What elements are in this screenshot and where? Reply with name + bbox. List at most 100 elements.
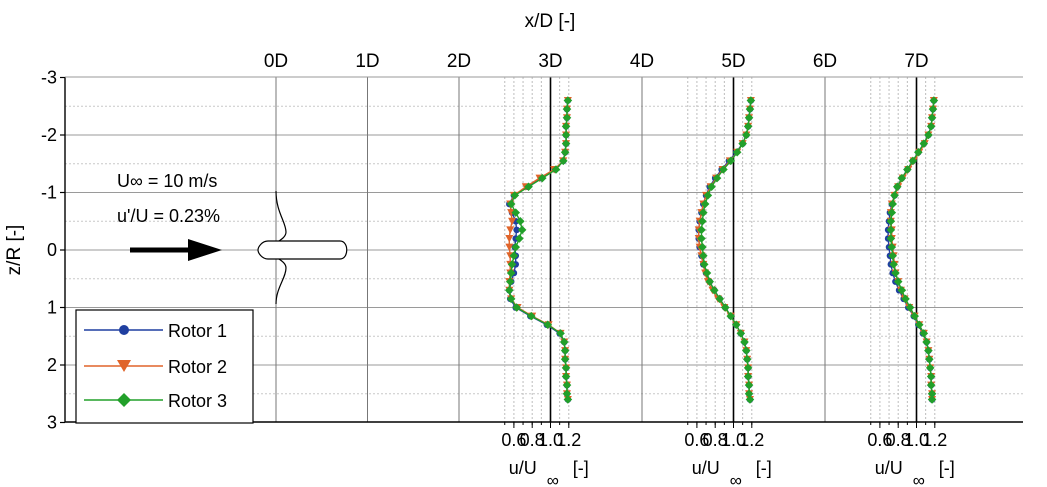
data-point <box>506 199 516 209</box>
data-point <box>746 96 756 105</box>
data-point <box>700 199 710 209</box>
data-point <box>524 182 533 192</box>
data-point <box>699 251 708 261</box>
data-point <box>926 372 936 381</box>
data-point <box>559 156 568 166</box>
y-axis-title: z/R [-] <box>4 225 25 276</box>
data-point <box>703 191 713 200</box>
data-point <box>543 320 553 330</box>
data-point <box>927 389 937 399</box>
data-point <box>560 346 570 355</box>
profile-tick-label: 1.0 <box>538 430 563 450</box>
turbine-icon <box>257 190 348 305</box>
data-point <box>927 113 937 123</box>
profile-axis-label: u/U <box>692 458 720 478</box>
data-point <box>744 380 754 390</box>
legend-item-rotor-2: Rotor 2 <box>84 357 227 377</box>
data-point <box>697 225 706 235</box>
profile-tick-label: 0.8 <box>520 430 545 450</box>
data-point <box>744 113 754 123</box>
data-point <box>914 147 923 157</box>
profile-axis-label: u/U <box>875 458 903 478</box>
series-layer <box>505 96 939 404</box>
series-rotor-3-5D <box>697 96 756 404</box>
data-point <box>505 235 514 243</box>
data-point <box>505 285 514 295</box>
data-point <box>511 208 521 217</box>
data-point <box>887 208 897 217</box>
profile-axis-label-subscript: ∞ <box>913 471 925 487</box>
legend-label-rotor-2: Rotor 2 <box>168 357 227 377</box>
legend-marker-rotor-1 <box>119 325 129 335</box>
data-point <box>707 182 716 192</box>
legend: Rotor 1 Rotor 2 Rotor 3 <box>75 309 254 424</box>
data-point <box>927 395 937 404</box>
data-point <box>901 294 910 304</box>
data-point <box>929 96 939 105</box>
data-point <box>560 354 570 364</box>
data-point <box>556 329 565 338</box>
data-point <box>697 234 706 243</box>
data-point <box>551 165 561 174</box>
data-point <box>526 311 536 321</box>
top-tick-label: 6D <box>813 51 837 72</box>
inflow-turbulence-label: u'/U = 0.23% <box>117 206 220 226</box>
profile-axis-label-subscript: ∞ <box>547 471 559 487</box>
data-point <box>889 260 898 269</box>
data-point <box>924 346 933 355</box>
data-point <box>928 104 938 114</box>
data-point <box>886 225 896 235</box>
legend-item-rotor-1: Rotor 1 <box>84 321 227 341</box>
data-point <box>563 395 573 404</box>
top-axis-ticks: 0D 1D 2D 3D 4D 5D 6D 7D <box>264 51 929 72</box>
y-tick-label: 1 <box>47 298 57 318</box>
data-point <box>562 389 572 399</box>
data-point <box>562 380 572 390</box>
data-point <box>736 329 746 338</box>
data-point <box>887 242 897 252</box>
y-tick-label: -3 <box>41 68 57 88</box>
profile-tick-label: 0.8 <box>886 430 911 450</box>
inflow-velocity-label: U∞ = 10 m/s <box>117 171 217 191</box>
data-point <box>699 260 709 269</box>
data-point <box>507 260 517 269</box>
profile-tick-label: 0.6 <box>501 430 526 450</box>
data-point <box>738 139 747 148</box>
data-point <box>559 337 569 347</box>
data-point <box>560 147 570 157</box>
data-point <box>699 208 708 217</box>
top-axis-title: x/D [-] <box>525 11 576 32</box>
data-point <box>924 130 933 140</box>
grid-layer <box>65 77 1023 422</box>
data-point <box>702 268 712 278</box>
series-rotor-3-3D <box>505 96 573 404</box>
data-point <box>709 285 719 295</box>
data-point <box>719 165 728 174</box>
y-tick-label: 2 <box>47 355 57 375</box>
data-point <box>712 173 722 183</box>
data-point <box>731 320 741 330</box>
series-rotor-3-7D <box>886 96 939 404</box>
profile-axis-label: u/U <box>509 458 537 478</box>
data-point <box>698 216 707 226</box>
data-point <box>743 363 753 373</box>
data-point <box>705 277 715 286</box>
data-point <box>888 199 898 209</box>
data-point <box>732 147 742 157</box>
data-point <box>562 113 572 123</box>
data-point <box>742 346 751 355</box>
data-point <box>890 191 899 200</box>
data-point <box>919 139 929 148</box>
data-point <box>715 294 725 304</box>
legend-item-rotor-3: Rotor 3 <box>84 391 227 411</box>
data-point <box>516 216 525 226</box>
data-point <box>910 311 919 321</box>
top-tick-label: 2D <box>447 51 471 72</box>
data-point <box>537 173 547 183</box>
profile-axis-label-unit: [-] <box>573 458 589 478</box>
data-point <box>740 337 749 347</box>
data-point <box>506 226 515 234</box>
data-point <box>919 329 929 338</box>
data-point <box>561 363 571 373</box>
y-axis-ticks: -3 -2 -1 0 1 2 3 <box>41 68 65 433</box>
